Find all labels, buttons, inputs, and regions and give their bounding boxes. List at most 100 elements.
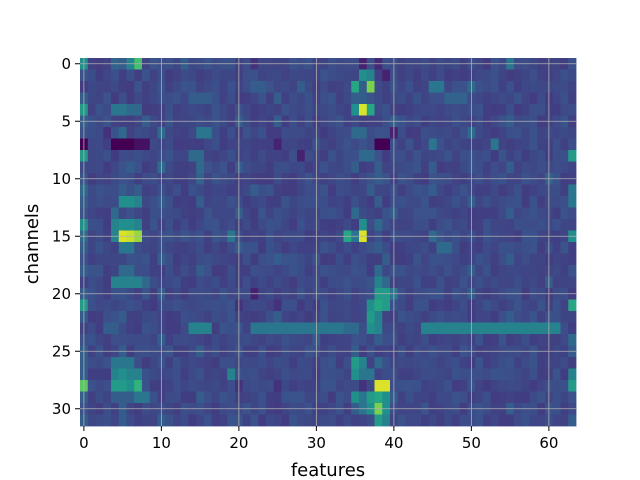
heatmap-cell xyxy=(297,265,306,277)
heatmap-cell xyxy=(204,380,213,392)
heatmap-cell xyxy=(219,368,228,381)
x-tick-label: 0 xyxy=(79,434,89,452)
heatmap-cell xyxy=(436,138,445,151)
heatmap-cell xyxy=(514,161,523,174)
heatmap-cell xyxy=(537,253,546,266)
heatmap-cell xyxy=(134,138,143,151)
heatmap-cell xyxy=(196,276,205,289)
heatmap-cell xyxy=(273,184,282,197)
heatmap-cell xyxy=(118,391,127,404)
heatmap-cell xyxy=(405,207,414,220)
heatmap-cell xyxy=(258,81,267,93)
heatmap-cell xyxy=(204,311,213,323)
heatmap-cell xyxy=(498,357,507,369)
heatmap-cell xyxy=(87,69,96,82)
heatmap-cell xyxy=(281,334,290,346)
heatmap-cell xyxy=(552,334,561,346)
heatmap-cell xyxy=(204,414,213,427)
heatmap-cell xyxy=(204,127,213,139)
heatmap-cell xyxy=(126,150,135,162)
heatmap-cell xyxy=(126,357,135,369)
heatmap-cell xyxy=(436,380,445,392)
heatmap-cell xyxy=(436,104,445,116)
heatmap-cell xyxy=(521,150,530,162)
heatmap-cell xyxy=(529,69,538,82)
heatmap-cell xyxy=(506,92,515,105)
heatmap-cell xyxy=(335,161,344,174)
heatmap-cell xyxy=(188,196,197,208)
heatmap-cell xyxy=(436,92,445,105)
heatmap-cell xyxy=(320,380,329,392)
heatmap-cell xyxy=(452,69,461,82)
heatmap-cell xyxy=(382,242,391,254)
heatmap-cell xyxy=(95,184,104,197)
heatmap-cell xyxy=(490,253,499,266)
heatmap-cell xyxy=(219,357,228,369)
heatmap-cell xyxy=(242,81,251,93)
heatmap-cell xyxy=(374,207,383,220)
heatmap-cell xyxy=(149,207,158,220)
heatmap-cell xyxy=(227,69,236,82)
heatmap-cell xyxy=(421,242,430,254)
heatmap-cell xyxy=(227,414,236,427)
heatmap-cell xyxy=(188,299,197,312)
heatmap-cell xyxy=(459,242,468,254)
heatmap-cell xyxy=(568,242,577,254)
heatmap-cell xyxy=(289,127,298,139)
heatmap-cell xyxy=(459,265,468,277)
heatmap-cell xyxy=(111,150,120,162)
heatmap-cell xyxy=(142,276,151,289)
heatmap-cell xyxy=(444,380,453,392)
heatmap-cell xyxy=(273,242,282,254)
heatmap-cell xyxy=(165,138,174,151)
heatmap-cell xyxy=(568,368,577,381)
heatmap-cell xyxy=(490,196,499,208)
heatmap-cell xyxy=(413,207,422,220)
heatmap-cell xyxy=(142,265,151,277)
heatmap-cell xyxy=(134,196,143,208)
heatmap-cell xyxy=(475,265,484,277)
heatmap-cell xyxy=(382,368,391,381)
heatmap-cell xyxy=(304,242,313,254)
heatmap-cell xyxy=(281,138,290,151)
heatmap-cell xyxy=(405,219,414,231)
heatmap-cell xyxy=(506,104,515,116)
heatmap-cell xyxy=(219,391,228,404)
heatmap-cell xyxy=(521,322,530,335)
heatmap-cell xyxy=(95,81,104,93)
heatmap-cell xyxy=(149,138,158,151)
heatmap-cell xyxy=(506,69,515,82)
heatmap-cell xyxy=(537,196,546,208)
heatmap-cell xyxy=(258,69,267,82)
heatmap-cell xyxy=(351,92,360,105)
heatmap-cell xyxy=(397,276,406,289)
heatmap-cell xyxy=(227,322,236,335)
heatmap-cell xyxy=(111,322,120,335)
heatmap-cell xyxy=(506,81,515,93)
heatmap-cell xyxy=(304,219,313,231)
heatmap-cell xyxy=(87,150,96,162)
heatmap-cell xyxy=(320,138,329,151)
heatmap-cell xyxy=(444,357,453,369)
heatmap-cell xyxy=(459,92,468,105)
heatmap-cell xyxy=(87,414,96,427)
heatmap-cell xyxy=(366,265,375,277)
heatmap-cell xyxy=(506,299,515,312)
heatmap-cell xyxy=(289,81,298,93)
heatmap-cell xyxy=(258,253,267,266)
heatmap-cell xyxy=(452,127,461,139)
heatmap-cell xyxy=(483,299,492,312)
heatmap-cell xyxy=(289,242,298,254)
heatmap-cell xyxy=(250,127,259,139)
heatmap-cell xyxy=(95,242,104,254)
heatmap-cell xyxy=(273,81,282,93)
heatmap-cell xyxy=(537,276,546,289)
heatmap-cell xyxy=(366,196,375,208)
heatmap-cell xyxy=(421,380,430,392)
heatmap-cell xyxy=(428,104,437,116)
heatmap-cell xyxy=(560,69,569,82)
heatmap-cell xyxy=(335,311,344,323)
heatmap-cell xyxy=(351,104,360,116)
heatmap-cell xyxy=(289,196,298,208)
heatmap-cell xyxy=(452,184,461,197)
